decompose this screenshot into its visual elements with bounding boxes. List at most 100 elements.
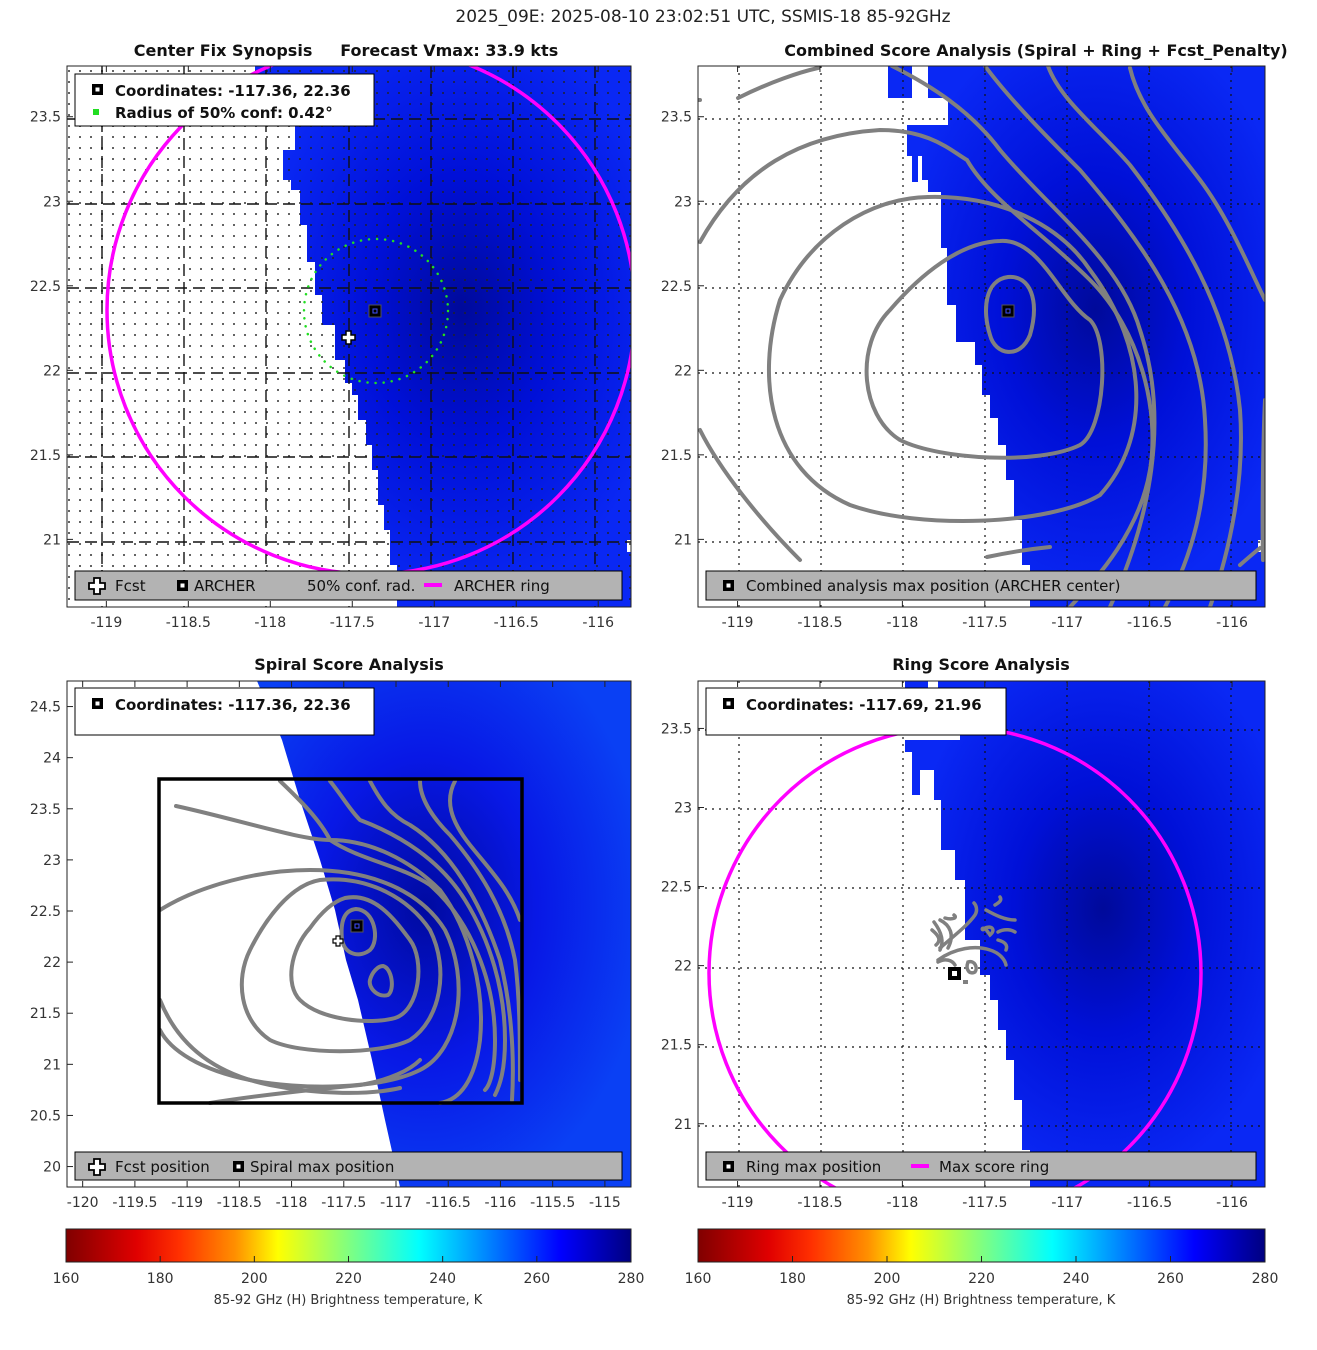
x-axis: -119 -118.5 -118 -117.5 -117 -116.5 -116 — [722, 66, 1248, 631]
x-tick-label: -116 — [1216, 1195, 1248, 1211]
archer-center-marker — [368, 304, 382, 318]
colorbar-tick-label: 160 — [53, 1271, 80, 1287]
y-tick-label: 22.5 — [661, 279, 692, 295]
colorbar-right: 160 180 200 220 240 260 280 85-92 GHz (H) Brig… — [685, 1228, 1279, 1308]
contour-line — [864, 238, 1105, 460]
spiral-max-marker — [350, 919, 364, 933]
y-tick-label: 21.5 — [661, 1038, 692, 1054]
contour-line — [766, 194, 1139, 523]
contour-line — [938, 901, 979, 950]
contour-line — [448, 779, 522, 922]
y-tick-label: 23.5 — [661, 110, 692, 126]
x-tick-label: -116.5 — [494, 615, 539, 631]
x-tick-label: -117.5 — [330, 615, 375, 631]
x-tick-label: -117.5 — [962, 1195, 1007, 1211]
colorbar-ticks: 160 180 200 220 240 260 280 — [685, 1256, 1279, 1287]
plot-area — [67, 66, 631, 607]
legend: Combined analysis max position (ARCHER c… — [705, 570, 1257, 601]
fcst-cross-icon — [88, 577, 106, 595]
axes-frame — [66, 680, 632, 1188]
contour-line — [367, 963, 394, 998]
colorbar-tick-label: 220 — [335, 1271, 362, 1287]
major-grid — [67, 66, 631, 607]
contour-line — [890, 66, 1157, 607]
colorbar-tick-label: 240 — [1063, 1271, 1090, 1287]
x-axis: -119 -118.5 -118 -117.5 -117 -116.5 -116 — [722, 681, 1248, 1211]
x-tick-label: -116 — [485, 1195, 517, 1211]
x-tick-label: -117 — [380, 1195, 412, 1211]
x-tick-label: -119 — [90, 615, 122, 631]
colorbar-tick-label: 180 — [147, 1271, 174, 1287]
y-tick-label: 21 — [674, 1117, 692, 1133]
info-coordinates: Coordinates: -117.36, 22.36 — [115, 82, 351, 100]
contour-line — [943, 913, 958, 921]
legend-fcst: Fcst — [115, 577, 146, 595]
search-box — [157, 777, 524, 1105]
info-box: Coordinates: -117.69, 21.96 — [705, 687, 1007, 736]
contour-line — [328, 779, 508, 1097]
x-tick-label: -116 — [582, 615, 614, 631]
legend-max-score-ring: Max score ring — [939, 1158, 1049, 1176]
x-tick-label: -119.5 — [112, 1195, 157, 1211]
contour-line — [239, 877, 443, 1054]
legend-fcst-position: Fcst position — [115, 1158, 210, 1176]
x-tick-label: -118 — [276, 1195, 308, 1211]
y-tick-label: 20 — [43, 1160, 61, 1176]
x-tick-label: -118 — [254, 615, 286, 631]
colorbar-label: 85-92 GHz (H) Brightness temperature, K — [847, 1293, 1116, 1308]
contour-line — [158, 998, 402, 1095]
ring-score-contours — [930, 895, 1017, 975]
x-tick-label: -118 — [886, 615, 918, 631]
x-tick-label: -117 — [1051, 1195, 1083, 1211]
contour-line — [936, 958, 957, 967]
y-axis: 21 21.5 22 22.5 23 23.5 — [30, 110, 73, 548]
colorbar-left: 160 180 200 220 240 260 280 85-92 GHz (H) Brig… — [53, 1228, 644, 1308]
x-tick-label: -120 — [67, 1195, 99, 1211]
panel-combined-score: Combined Score Analysis (Spiral + Ring +… — [661, 41, 1288, 631]
x-tick-label: -118.5 — [217, 1195, 262, 1211]
x-axis: -119 -118.5 -118 -117.5 -117 -116.5 -116 — [90, 66, 614, 631]
colorbar-tick-label: 240 — [429, 1271, 456, 1287]
y-axis: 21 21.5 22 22.5 23 23.5 — [661, 721, 704, 1133]
contour-line — [174, 804, 483, 1105]
x-tick-label: -116.5 — [1127, 1195, 1172, 1211]
x-tick-label: -117.5 — [962, 615, 1007, 631]
legend-ring-max: Ring max position — [746, 1158, 881, 1176]
contour-line — [208, 1058, 422, 1105]
contour-line — [339, 906, 377, 957]
x-tick-label: -118.5 — [797, 1195, 842, 1211]
x-tick-label: -115.5 — [530, 1195, 575, 1211]
x-axis: -120 -119.5 -119 -118.5 -118 -117.5 -117 -116.5… — [67, 681, 621, 1211]
axes-frame — [697, 65, 1266, 608]
info-box: Coordinates: -117.36, 22.36 — [74, 687, 375, 736]
plot-area — [698, 681, 1265, 1187]
colorbar-label: 85-92 GHz (H) Brightness temperature, K — [214, 1293, 483, 1308]
axes-frame — [66, 65, 632, 608]
x-tick-label: -118.5 — [166, 615, 211, 631]
colorbar-tick-label: 280 — [1252, 1271, 1279, 1287]
contour-line — [1260, 398, 1265, 562]
panel-title: Combined Score Analysis (Spiral + Ring +… — [784, 41, 1287, 60]
contour-line — [930, 928, 941, 947]
y-tick-label: 22 — [43, 955, 61, 971]
colorbar-tick-label: 220 — [968, 1271, 995, 1287]
x-tick-label: -117 — [1051, 615, 1083, 631]
legend-archer: ARCHER — [194, 577, 256, 595]
ring-max-marker — [948, 967, 961, 980]
panel-center-fix: Center Fix Synopsis Forecast Vmax: 33.9 … — [30, 41, 632, 631]
y-tick-label: 23 — [43, 853, 61, 869]
y-tick-label: 23 — [674, 194, 692, 210]
x-tick-label: -116 — [1216, 615, 1248, 631]
colorbar-ticks: 160 180 200 220 240 260 280 — [53, 1256, 644, 1287]
contour-line — [965, 959, 978, 975]
y-tick-label: 21 — [43, 532, 61, 548]
contour-line — [984, 908, 1017, 922]
panel-title: Center Fix Synopsis Forecast Vmax: 33.9 … — [134, 41, 558, 60]
info-box: Coordinates: -117.36, 22.36 Radius of 50… — [74, 73, 375, 127]
x-tick-label: -119 — [722, 615, 754, 631]
axes-frame — [697, 680, 1266, 1188]
y-tick-label: 21.5 — [30, 1006, 61, 1022]
contour-line — [982, 925, 995, 938]
y-tick-label: 23 — [674, 801, 692, 817]
